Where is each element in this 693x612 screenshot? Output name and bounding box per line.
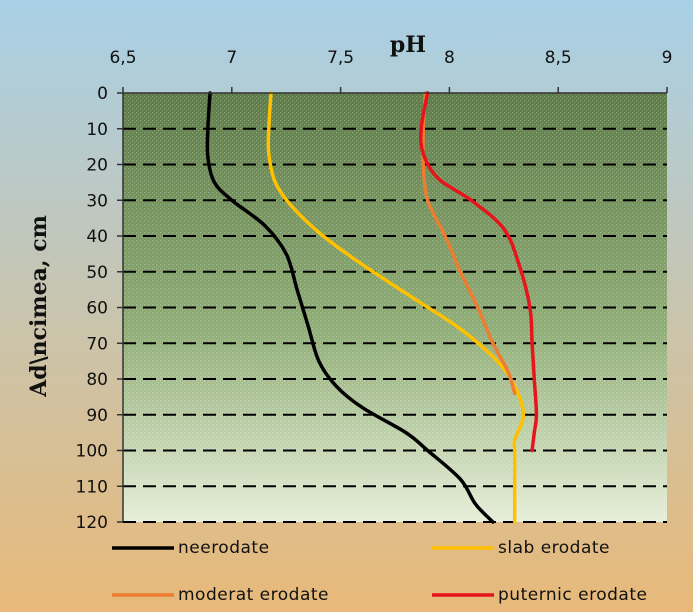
y-tick-label: 110 (76, 477, 108, 497)
legend-label: neerodate (178, 538, 270, 558)
y-tick-label: 20 (86, 156, 108, 176)
x-axis-title: pH (390, 32, 426, 58)
y-tick-label: 60 (86, 299, 108, 319)
y-tick-label: 50 (86, 263, 108, 283)
y-tick-label: 0 (97, 84, 108, 104)
y-tick-label: 10 (86, 120, 108, 140)
y-tick-label: 70 (86, 334, 108, 354)
y-tick-label: 30 (86, 191, 108, 211)
y-axis-title: Ad\ncimea, cm (26, 215, 52, 398)
x-tick-label: 7,5 (327, 48, 354, 68)
legend: neerodate slab erodate moderat erodate pute… (112, 538, 647, 605)
x-tick-label: 8 (444, 48, 455, 68)
x-tick-label: 8,5 (545, 48, 572, 68)
y-tick-label: 100 (76, 442, 108, 462)
legend-label: moderat erodate (178, 585, 329, 605)
data-series (205, 91, 539, 524)
x-tick-label: 9 (662, 48, 673, 68)
y-tick-label: 120 (76, 513, 108, 533)
legend-label: slab erodate (498, 538, 610, 558)
gridlines (123, 127, 667, 523)
x-tick-label: 6,5 (109, 48, 136, 68)
legend-label: puternic erodate (498, 585, 647, 605)
x-tick-label: 7 (226, 48, 237, 68)
y-tick-label: 80 (86, 370, 108, 390)
series-line (266, 91, 526, 524)
series-line (418, 91, 539, 453)
y-tick-label: 90 (86, 406, 108, 426)
series-line (205, 91, 495, 524)
y-tick-label: 40 (86, 227, 108, 247)
